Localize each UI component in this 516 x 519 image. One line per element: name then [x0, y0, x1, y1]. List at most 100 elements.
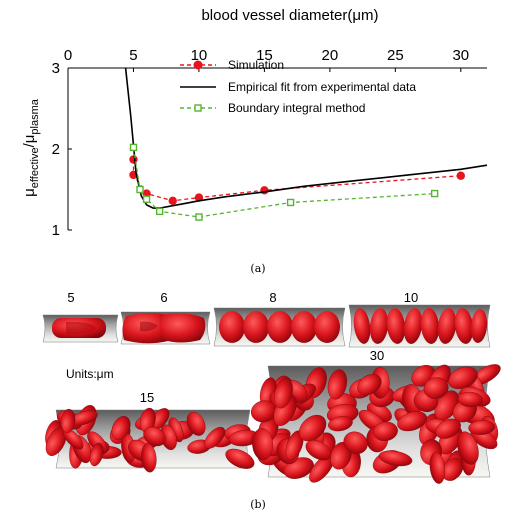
red-blood-cell [437, 308, 457, 344]
y-tick-label: 3 [52, 60, 60, 77]
cell-group-tube-10 [353, 308, 488, 344]
rbc-tubes-figure: 5 6 8 10 30 Units:μm 15 [42, 290, 501, 484]
data-point-boundary-integral [129, 143, 138, 152]
red-blood-cell [252, 428, 274, 461]
red-blood-cell [225, 448, 255, 469]
x-axis-title: blood vessel diameter(μm) [201, 7, 378, 24]
tube-label-5: 5 [67, 290, 74, 305]
tube-30 [250, 364, 501, 484]
legend-item-simulation: Simulation [180, 58, 284, 72]
legend-marker-boundary [194, 104, 202, 112]
red-blood-cell [141, 443, 157, 473]
y-tick-labels: 1 2 3 [52, 60, 60, 239]
legend-item-empirical: Empirical fit from experimental data [180, 80, 416, 94]
red-blood-cell [204, 426, 226, 449]
x-tick-labels: 0 5 10 15 20 25 30 [64, 47, 469, 64]
data-point-boundary-integral [136, 185, 144, 194]
series-layer [124, 67, 488, 221]
y-axis-title-sub2: plasma [29, 98, 41, 134]
y-axis-title: μeffective/μplasma [21, 98, 41, 197]
series-line-simulation [132, 159, 461, 202]
y-tick-label: 1 [52, 222, 60, 239]
x-tick-label: 15 [256, 47, 273, 64]
legend-item-boundary: Boundary integral method [180, 101, 365, 115]
data-point-boundary-integral [155, 207, 164, 216]
x-tick-label: 30 [452, 47, 469, 64]
red-blood-cell [403, 308, 423, 344]
data-point-simulation [456, 171, 466, 180]
tube-label-8: 8 [269, 290, 276, 305]
x-tick-label: 20 [322, 47, 339, 64]
data-point-boundary-integral [195, 213, 203, 221]
red-blood-cell [327, 369, 348, 400]
red-blood-cell [468, 420, 496, 435]
legend-label-simulation: Simulation [228, 58, 284, 72]
red-blood-cell [457, 391, 483, 408]
red-blood-cell [386, 308, 406, 344]
cell-group-tube-30 [250, 364, 501, 484]
red-blood-cell [369, 308, 389, 344]
x-tick-label: 0 [64, 47, 72, 64]
red-blood-cell [143, 426, 166, 447]
red-blood-cell [457, 431, 479, 465]
red-blood-cell [429, 451, 446, 484]
red-blood-cell [343, 431, 368, 455]
red-blood-cell [441, 458, 464, 481]
red-blood-cell [470, 309, 488, 343]
caption-b: (b) [250, 498, 266, 511]
tube-8 [213, 307, 346, 347]
data-point-simulation [260, 186, 269, 195]
cell-group-tube-6 [122, 313, 206, 344]
red-blood-cell [454, 308, 474, 344]
series-line-boundary-integral [132, 147, 435, 218]
tube-5 [42, 314, 119, 343]
legend: Simulation Empirical fit from experiment… [180, 58, 416, 115]
red-blood-cell [111, 416, 131, 441]
legend-label-boundary: Boundary integral method [228, 101, 365, 115]
data-point-boundary-integral [142, 195, 151, 203]
y-axis-title-mu: μ [21, 188, 38, 197]
y-axis-title-sep: /μ [21, 135, 38, 148]
red-blood-cell [314, 311, 340, 343]
red-blood-cell [357, 374, 382, 396]
data-point-boundary-integral [430, 189, 439, 198]
red-blood-cell [423, 377, 449, 399]
red-blood-cell [60, 408, 76, 434]
x-tick-label: 10 [191, 47, 208, 64]
red-blood-cell [267, 311, 293, 343]
red-blood-cell [243, 311, 269, 343]
data-point-simulation [168, 196, 177, 206]
tube-label-15: 15 [140, 390, 154, 405]
tube-6 [120, 311, 211, 345]
y-axis-title-sub1: effective [29, 147, 41, 188]
red-blood-cell [373, 421, 398, 442]
tube-15 [45, 405, 260, 473]
cell-group-tube-8 [219, 311, 340, 343]
x-tick-label: 25 [387, 47, 404, 64]
units-label: Units:μm [66, 367, 114, 381]
red-blood-cell [397, 411, 428, 432]
cell-group-tube-15 [45, 405, 260, 473]
cell-group-tube-5 [52, 318, 106, 338]
tube-label-30: 30 [370, 348, 384, 363]
red-blood-cell [435, 418, 461, 439]
red-blood-cell [298, 414, 327, 442]
red-blood-cell [273, 378, 293, 409]
legend-marker-simulation [193, 60, 203, 70]
viscosity-chart: blood vessel diameter(μm) 0 5 10 15 20 25 30 1… [21, 7, 488, 239]
data-point-boundary-integral [286, 198, 295, 207]
legend-label-empirical: Empirical fit from experimental data [228, 80, 416, 94]
caption-a: (a) [250, 262, 265, 275]
tube-10 [348, 304, 491, 348]
red-blood-cell [420, 308, 440, 344]
red-blood-cell [89, 442, 104, 467]
red-blood-cell [159, 313, 206, 343]
chart-axes [67, 67, 487, 231]
red-blood-cell [291, 311, 317, 343]
x-tick-label: 5 [129, 47, 137, 64]
tube-label-10: 10 [404, 290, 418, 305]
red-blood-cell [219, 311, 245, 343]
red-blood-cell [378, 450, 413, 467]
red-blood-cell [353, 308, 371, 344]
